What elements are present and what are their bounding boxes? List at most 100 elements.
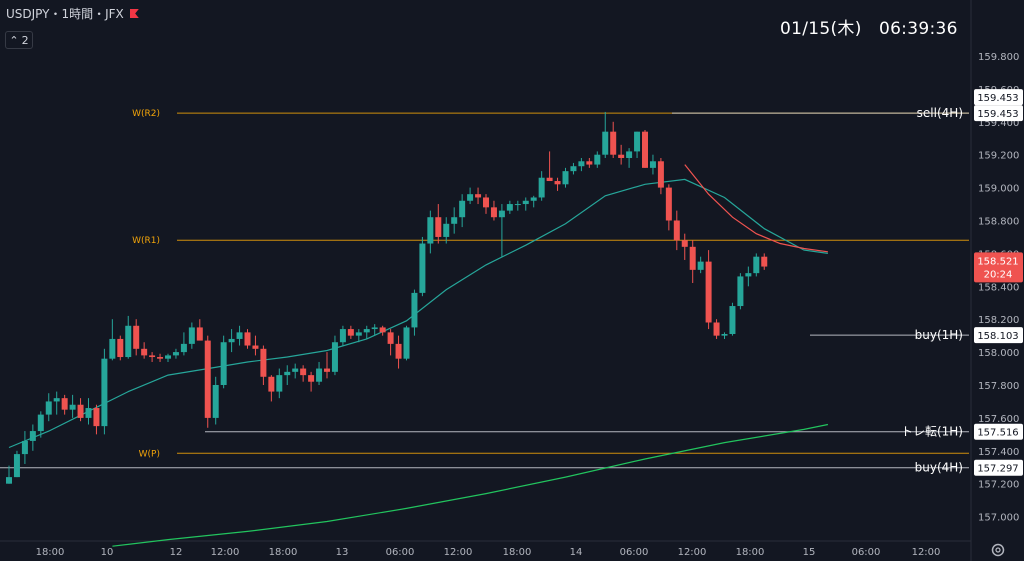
x-tick-label: 12:00 [444,547,473,558]
x-tick-label: 06:00 [852,547,881,558]
candle-body [180,343,187,353]
candle-body [339,329,346,343]
candle-body [403,327,410,359]
candle-body [522,200,529,205]
x-tick-label: 18:00 [36,547,65,558]
candle-body [546,177,553,182]
price-line-label: buy(4H) [915,461,963,475]
y-tick-label: 159.800 [978,52,1019,63]
y-tick-label: 157.400 [978,447,1019,458]
candle-body [594,154,601,165]
pivot-label: W(P) [139,449,160,459]
candle-body [29,431,36,441]
candle-body [61,398,68,410]
price-line-label: sell(4H) [917,106,963,120]
price-label: 159.453 [977,109,1018,120]
candle-body [681,240,688,247]
symbol-label: USDJPY・1時間・JFX [6,7,124,21]
candle-body [125,325,132,358]
candle-body [451,217,458,224]
candle-body [379,327,386,333]
candle-body [745,273,752,277]
y-tick-label: 157.800 [978,381,1019,392]
pivot-label: W(R2) [132,109,160,119]
y-tick-label: 158.200 [978,315,1019,326]
price-label-box [974,423,1023,440]
candle-body [673,220,680,241]
candle-body [753,256,760,274]
y-tick-label: 158.800 [978,217,1019,228]
clock-display: 01/15(木) 06:39:36 [780,19,958,39]
candle-body [713,322,720,336]
candle-body [69,404,76,410]
candle-body [212,385,219,418]
candle-body [689,246,696,270]
x-tick-label: 06:00 [620,547,649,558]
candle-body [562,171,569,185]
ma-short-line [684,164,828,253]
candle-body [268,376,275,392]
candle-body [514,204,521,206]
y-tick-label: 158.000 [978,348,1019,359]
candle-body [371,327,378,330]
current-price-box [974,252,1023,283]
candle-body [93,408,100,427]
candle-body [570,166,577,172]
x-tick-label: 12:00 [912,547,941,558]
pivot-label: W(R1) [132,236,160,246]
candle-body [363,329,370,333]
x-tick-label: 18:00 [736,547,765,558]
candle-body [427,217,434,244]
price-label: 158.103 [977,331,1018,342]
candle-body [483,197,489,208]
candle-body [634,131,641,152]
candle-body [649,161,656,168]
candle-body [149,355,156,358]
x-tick-label: 12:00 [678,547,707,558]
candle-body [308,375,315,382]
price-label-box [974,459,1023,476]
candle-body [697,261,704,270]
candle-body [705,261,712,323]
price-line-label: トレ転(1H) [901,425,963,439]
y-tick-label: 158.400 [978,282,1019,293]
candle-body [411,292,418,328]
candle-body [188,327,195,344]
x-tick-label: 12:00 [211,547,240,558]
candle-body [419,243,426,293]
x-tick-label: 13 [336,547,349,558]
indicator-collapse-button[interactable]: ⌃ 2 [5,31,33,49]
flag-icon[interactable] [129,9,139,18]
y-tick-label: 157.200 [978,480,1019,491]
candle-body [602,131,609,155]
indicator-count: 2 [21,33,29,47]
candle-body [586,161,593,165]
y-tick-label: 157.000 [978,513,1019,524]
candle-body [196,327,203,341]
chevron-up-icon: ⌃ [9,33,19,47]
x-tick-label: 15 [803,547,816,558]
candle-body [316,368,323,382]
y-tick-label: 159.000 [978,184,1019,195]
current-price-label: 158.521 [977,256,1018,267]
x-tick-label: 06:00 [386,547,415,558]
symbol-title[interactable]: USDJPY・1時間・JFX [6,5,139,22]
candle-body [642,131,648,168]
ma-long-line [112,423,829,547]
ma-mid-line [8,178,828,449]
candle-body [331,342,338,372]
candle-body [204,340,211,418]
candle-body [737,276,744,307]
candle-body [45,401,52,415]
price-label-box [974,105,1023,122]
candle-body [260,348,267,377]
candle-body [467,194,474,201]
gear-icon[interactable] [990,542,1006,558]
candle-body [292,368,299,372]
x-tick-label: 10 [101,547,114,558]
x-tick-label: 12 [170,547,183,558]
candle-body [220,342,227,385]
candle-body [236,332,243,339]
candle-body [626,151,633,158]
